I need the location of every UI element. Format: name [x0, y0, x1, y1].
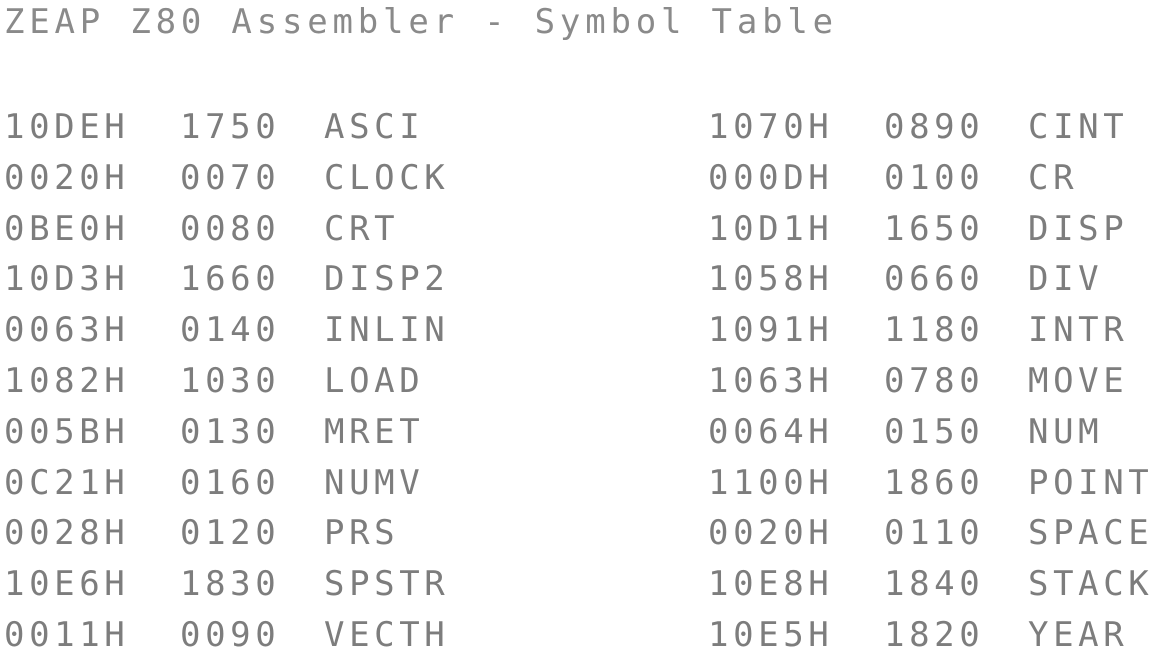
symbol-address: 1058H [708, 259, 834, 300]
symbol-address: 005BH [4, 411, 130, 452]
symbol-line-number: 0100 [884, 157, 985, 198]
symbol-line-number: 0130 [180, 411, 281, 452]
symbol-row: 1058H 0660 DIV [708, 254, 1153, 305]
symbol-address: 0020H [4, 157, 130, 198]
symbol-row: 10E6H 1830 SPSTR [4, 559, 449, 610]
symbol-name: VECTH [324, 614, 450, 655]
symbol-address: 10E8H [708, 564, 834, 605]
symbol-address: 0C21H [4, 462, 130, 503]
symbol-row: 1100H 1860 POINT [708, 458, 1153, 509]
symbol-name: DIV [1028, 259, 1104, 300]
symbol-address: 0020H [708, 513, 834, 554]
symbol-row: 10E8H 1840 STACK [708, 559, 1153, 610]
symbol-name: CR [1028, 157, 1079, 198]
symbol-address: 000DH [708, 157, 834, 198]
symbol-address: 1082H [4, 360, 130, 401]
symbol-line-number: 1860 [884, 462, 985, 503]
symbol-name: STACK [1028, 564, 1154, 605]
symbol-name: ASCI [324, 107, 425, 147]
page-title: ZEAP Z80 Assembler - Symbol Table [4, 2, 838, 42]
symbol-address: 0011H [4, 614, 130, 655]
symbol-line-number: 1750 [180, 107, 281, 147]
symbol-row: 10E5H 1820 YEAR [708, 610, 1153, 661]
symbol-address: 1100H [708, 462, 834, 503]
symbol-line-number: 1820 [884, 614, 985, 655]
symbol-name: NUMV [324, 462, 425, 503]
symbol-row: 1091H 1180 INTR [708, 305, 1153, 356]
symbol-row: 1082H 1030 LOAD [4, 356, 449, 407]
symbol-address: 10E5H [708, 614, 834, 655]
symbol-name: NUM [1028, 411, 1104, 452]
symbol-line-number: 0080 [180, 208, 281, 249]
symbol-row: 1070H 0890 CINT [708, 102, 1153, 153]
symbol-name: PRS [324, 513, 400, 554]
symbol-line-number: 0120 [180, 513, 281, 554]
symbol-address: 10DEH [4, 107, 130, 147]
symbol-name: CLOCK [324, 157, 450, 198]
symbol-address: 1091H [708, 310, 834, 351]
symbol-address: 1070H [708, 107, 834, 147]
symbol-line-number: 0150 [884, 411, 985, 452]
symbol-name: SPSTR [324, 564, 450, 605]
symbol-row: 000DH 0100 CR [708, 153, 1153, 204]
symbol-line-number: 0140 [180, 310, 281, 351]
symbol-row: 005BH 0130 MRET [4, 407, 449, 458]
symbol-row: 1063H 0780 MOVE [708, 356, 1153, 407]
symbol-line-number: 0110 [884, 513, 985, 554]
symbol-column-right: 1070H 0890 CINT 000DH 0100 CR 10D1H 1650 DISP 105… [708, 102, 1153, 661]
symbol-row: 10D1H 1650 DISP [708, 204, 1153, 255]
symbol-name: INTR [1028, 310, 1129, 351]
symbol-row: 0011H 0090 VECTH [4, 610, 449, 661]
symbol-name: SPACE [1028, 513, 1154, 554]
symbol-address: 0064H [708, 411, 834, 452]
symbol-line-number: 1650 [884, 208, 985, 249]
symbol-name: INLIN [324, 310, 450, 351]
symbol-line-number: 1660 [180, 259, 281, 300]
symbol-row: 0020H 0070 CLOCK [4, 153, 449, 204]
symbol-row: 0C21H 0160 NUMV [4, 458, 449, 509]
symbol-name: CINT [1028, 107, 1129, 147]
symbol-row: 0063H 0140 INLIN [4, 305, 449, 356]
symbol-line-number: 0890 [884, 107, 985, 147]
symbol-line-number: 0070 [180, 157, 281, 198]
symbol-name: LOAD [324, 360, 425, 401]
symbol-line-number: 0660 [884, 259, 985, 300]
symbol-name: CRT [324, 208, 400, 249]
symbol-name: DISP [1028, 208, 1129, 249]
symbol-line-number: 0160 [180, 462, 281, 503]
symbol-row: 0BE0H 0080 CRT [4, 204, 449, 255]
symbol-line-number: 1030 [180, 360, 281, 401]
symbol-row: 10D3H 1660 DISP2 [4, 254, 449, 305]
symbol-address: 0063H [4, 310, 130, 351]
symbol-row: 10DEH 1750 ASCI [4, 102, 449, 153]
symbol-column-left: 10DEH 1750 ASCI 0020H 0070 CLOCK 0BE0H 0080 CRT 1… [4, 102, 449, 661]
symbol-line-number: 1840 [884, 564, 985, 605]
symbol-name: DISP2 [324, 259, 450, 300]
symbol-address: 0028H [4, 513, 130, 554]
symbol-name: YEAR [1028, 614, 1129, 655]
symbol-line-number: 1830 [180, 564, 281, 605]
symbol-row: 0020H 0110 SPACE [708, 508, 1153, 559]
symbol-row: 0064H 0150 NUM [708, 407, 1153, 458]
symbol-address: 10D3H [4, 259, 130, 300]
symbol-name: MRET [324, 411, 425, 452]
symbol-address: 10D1H [708, 208, 834, 249]
symbol-name: POINT [1028, 462, 1154, 503]
symbol-address: 10E6H [4, 564, 130, 605]
symbol-name: MOVE [1028, 360, 1129, 401]
symbol-line-number: 0090 [180, 614, 281, 655]
printout-page: ZEAP Z80 Assembler - Symbol Table 10DEH 1… [4, 2, 1149, 655]
symbol-address: 0BE0H [4, 208, 130, 249]
symbol-address: 1063H [708, 360, 834, 401]
symbol-line-number: 1180 [884, 310, 985, 351]
symbol-line-number: 0780 [884, 360, 985, 401]
symbol-row: 0028H 0120 PRS [4, 508, 449, 559]
